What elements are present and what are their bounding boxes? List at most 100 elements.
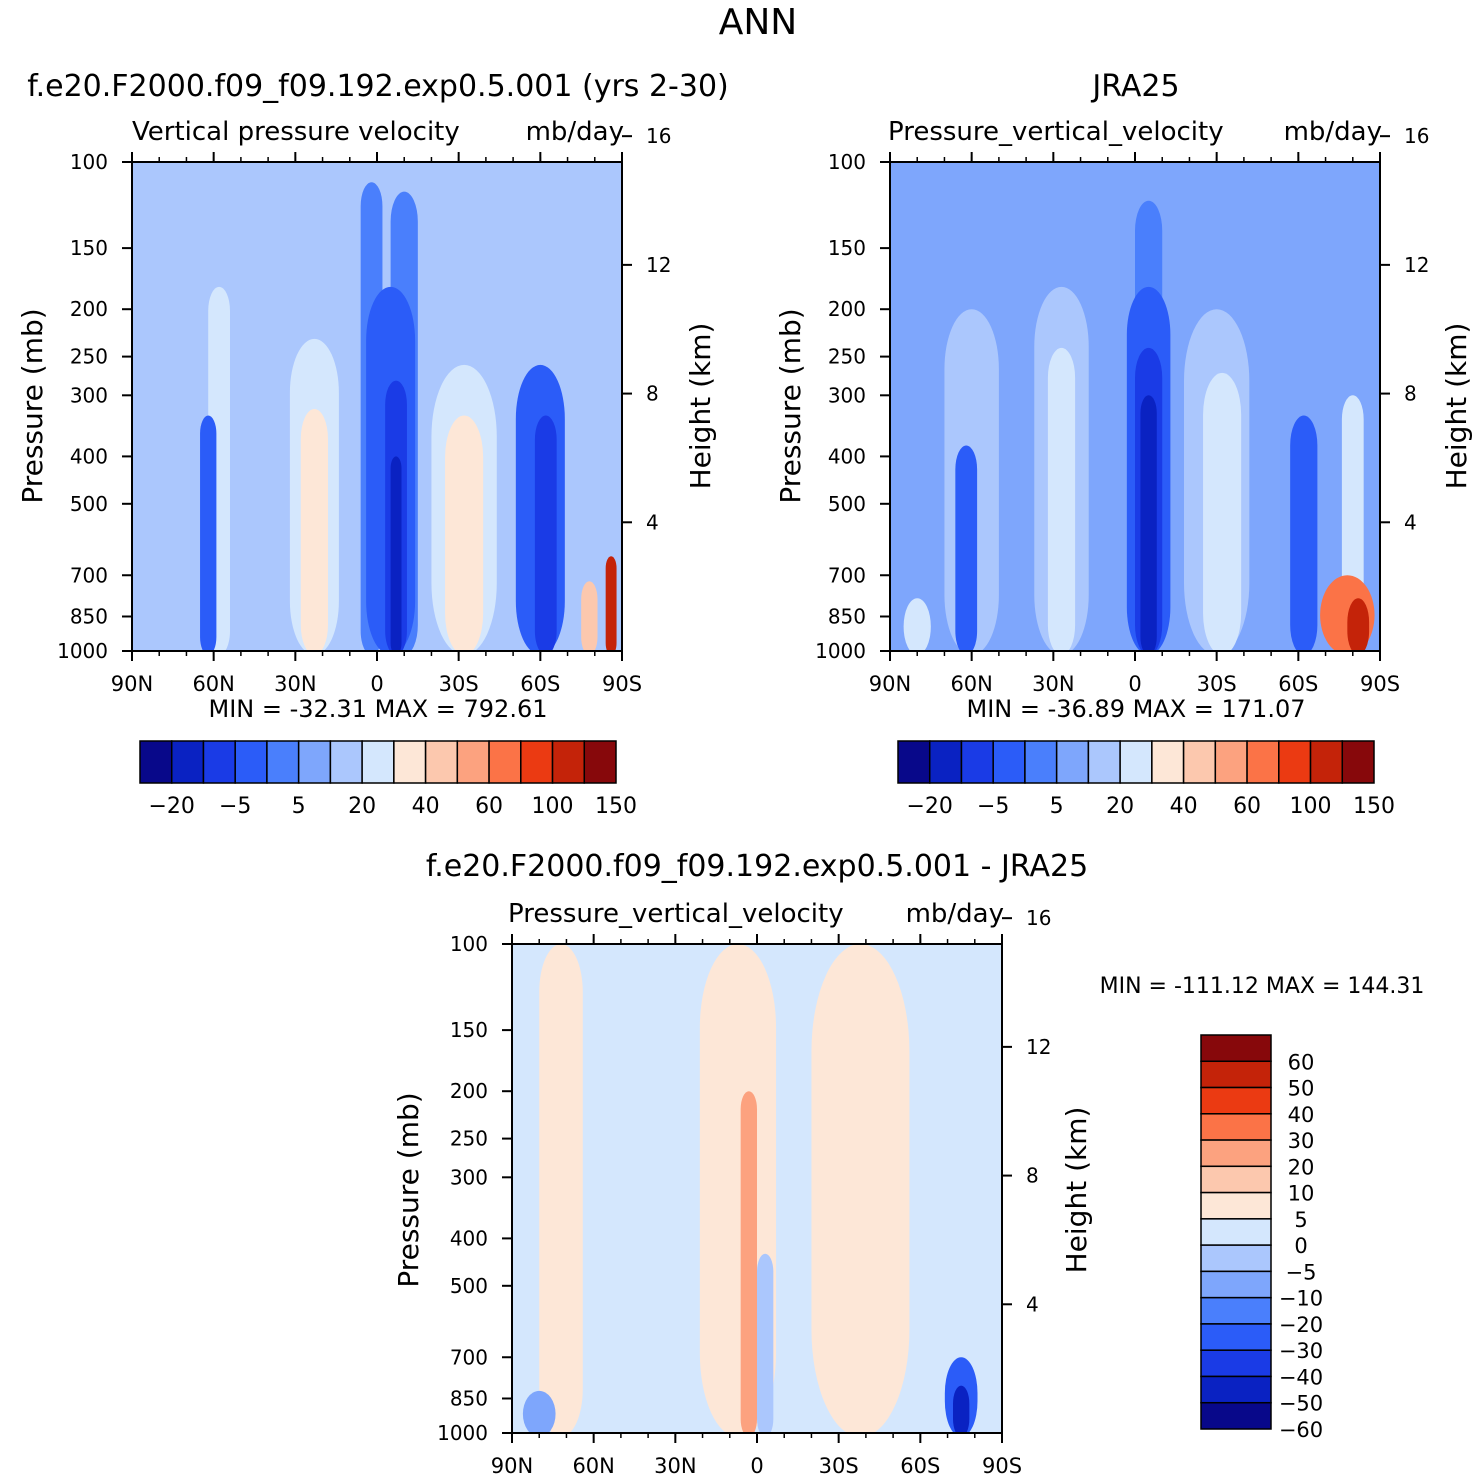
contour-region — [300, 409, 328, 651]
colorbar-label: 30 — [1288, 1129, 1315, 1153]
colorbar-swatch — [1214, 740, 1248, 784]
colorbar-swatch — [1151, 740, 1185, 784]
y-tick-label: 700 — [450, 1345, 488, 1369]
colorbar-obs: −20 −5 5 20 40 60 100 150 — [897, 740, 1395, 819]
colorbar-label: 0 — [1294, 1234, 1307, 1258]
colorbar-swatch — [1200, 1244, 1272, 1273]
colorbar-label: 20 — [1106, 794, 1134, 819]
colorbar-swatch — [1309, 740, 1344, 784]
y-right-tick-label: 4 — [1026, 1292, 1039, 1316]
contour-region — [200, 415, 217, 651]
y-tick-label: 300 — [828, 383, 866, 407]
colorbar-swatch — [329, 740, 363, 784]
colorbar-swatch — [992, 740, 1026, 784]
y-tick-label: 500 — [70, 492, 108, 516]
colorbar-swatch — [1024, 740, 1058, 784]
x-tick-label: 30S — [1197, 672, 1237, 696]
y-tick-label: 1000 — [437, 1421, 488, 1445]
colorbar-swatch — [960, 740, 994, 784]
colorbar-swatch — [456, 740, 490, 784]
colorbar-swatch — [266, 740, 300, 784]
y-tick-label: 1000 — [57, 639, 108, 663]
colorbar-label: 60 — [1288, 1050, 1315, 1074]
colorbar-swatch — [424, 740, 459, 784]
x-tick-label: 90S — [602, 672, 642, 696]
colorbar-swatch — [897, 740, 931, 784]
panel-title-obs: JRA25 — [1090, 69, 1179, 104]
colorbar-swatch — [170, 740, 205, 784]
x-tick-label: 30N — [654, 1454, 696, 1478]
contour-region — [1203, 372, 1242, 651]
y-tick-label: 500 — [828, 492, 866, 516]
colorbar-label: 20 — [1288, 1155, 1315, 1179]
contour-region — [581, 581, 598, 651]
colorbar-swatch — [1200, 1165, 1272, 1194]
y-tick-label: 400 — [828, 444, 866, 468]
y-right-tick-label: 4 — [1404, 510, 1417, 534]
y-right-tick-label: 4 — [646, 510, 659, 534]
contour-region — [811, 944, 910, 1433]
colorbar-swatch — [928, 740, 963, 784]
y-tick-label: 250 — [450, 1127, 488, 1151]
y-axis-right-label-obs: Height (km) — [1440, 323, 1473, 490]
colorbar-swatch — [1055, 740, 1090, 784]
chart-panel-model: f.e20.F2000.f09_f09.192.exp0.5.001 (yrs … — [16, 69, 729, 819]
colorbar-swatch — [1200, 1060, 1272, 1089]
stats-diff: MIN = -111.12 MAX = 144.31 — [1100, 974, 1425, 999]
colorbar-label: 60 — [1233, 794, 1261, 819]
y-tick-label: 150 — [70, 236, 108, 260]
colorbar-swatch — [1200, 1139, 1272, 1168]
colorbar-swatch — [202, 740, 236, 784]
colorbar-label: −20 — [907, 794, 953, 819]
colorbar-label: −20 — [149, 794, 195, 819]
panel-units-obs: mb/day — [1284, 117, 1382, 147]
stats-obs: MIN = -36.89 MAX = 171.07 — [966, 695, 1305, 723]
panel-subtitle-obs: Pressure_vertical_velocity — [888, 117, 1224, 147]
contour-region — [903, 598, 931, 651]
contour-region — [740, 1091, 757, 1433]
y-axis-label-model: Pressure (mb) — [16, 308, 49, 503]
colorbar-swatch — [1200, 1349, 1272, 1378]
x-tick-label: 90N — [491, 1454, 533, 1478]
y-tick-label: 200 — [828, 297, 866, 321]
y-tick-label: 300 — [70, 383, 108, 407]
colorbar-label: 5 — [1050, 794, 1064, 819]
contour-region — [539, 944, 583, 1433]
x-tick-label: 60N — [192, 672, 234, 696]
y-tick-label: 100 — [450, 932, 488, 956]
y-tick-label: 400 — [450, 1226, 488, 1250]
colorbar-swatch — [297, 740, 332, 784]
page-title: ANN — [719, 2, 798, 43]
colorbar-swatch — [1200, 1296, 1272, 1325]
contour-region — [953, 1385, 970, 1433]
colorbar-label: 20 — [348, 794, 376, 819]
colorbar-label: 100 — [1290, 794, 1332, 819]
contour-region — [1347, 598, 1370, 651]
colorbar-swatch — [139, 740, 173, 784]
y-right-tick-label: 8 — [1026, 1164, 1039, 1188]
colorbar-label: −20 — [1279, 1313, 1323, 1337]
colorbar-label: −5 — [977, 794, 1009, 819]
colorbar-swatch — [1087, 740, 1121, 784]
colorbar-swatch — [1200, 1270, 1272, 1299]
contour-region — [757, 1253, 774, 1433]
x-tick-label: 0 — [370, 672, 383, 696]
y-right-tick-label: 12 — [1026, 1035, 1051, 1059]
panel-subtitle-diff: Pressure_vertical_velocity — [508, 899, 844, 929]
colorbar-label: 40 — [1170, 794, 1198, 819]
chart-panel-diff: f.e20.F2000.f09_f09.192.exp0.5.001 - JRA… — [392, 849, 1424, 1478]
y-tick-label: 150 — [828, 236, 866, 260]
x-tick-label: 60N — [572, 1454, 614, 1478]
colorbar-model: −20 −5 5 20 40 60 100 150 — [139, 740, 637, 819]
y-tick-label: 500 — [450, 1274, 488, 1298]
colorbar-swatch — [1200, 1375, 1272, 1404]
x-tick-label: 90S — [1360, 672, 1400, 696]
y-tick-label: 850 — [828, 604, 866, 628]
contour-region — [1047, 347, 1076, 651]
y-tick-label: 200 — [450, 1079, 488, 1103]
y-tick-label: 400 — [70, 444, 108, 468]
colorbar-label: −5 — [1286, 1260, 1317, 1284]
y-tick-label: 100 — [70, 150, 108, 174]
panel-units-diff: mb/day — [906, 899, 1004, 929]
